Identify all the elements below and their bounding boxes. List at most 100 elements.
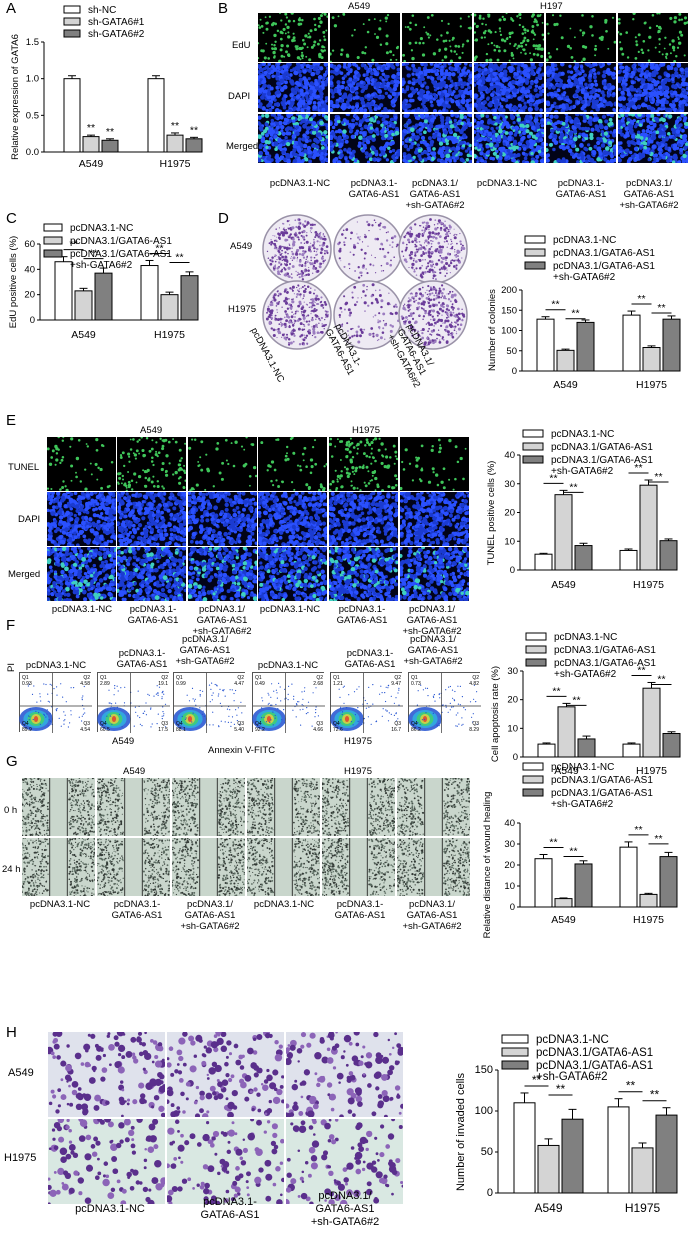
y-tick-label: 20 <box>504 508 515 519</box>
quadrant-label: 16.7 <box>391 727 401 733</box>
significance-marker: ** <box>106 126 114 138</box>
bar <box>74 290 93 321</box>
y-tick-label: 50 <box>506 346 517 357</box>
significance-marker: ** <box>572 694 580 706</box>
significance-marker: ** <box>89 248 97 260</box>
wound-image <box>247 838 320 896</box>
panel-e-line-h1975: H1975 <box>352 425 380 436</box>
merged-image <box>258 114 328 163</box>
significance-marker: ** <box>569 846 577 858</box>
category-label: H1975 <box>625 1201 661 1215</box>
y-tick-label: 30 <box>507 666 518 677</box>
legend-label: pcDNA3.1/GATA6-AS1 <box>551 455 653 466</box>
y-tick-label: 10 <box>504 881 515 892</box>
bar <box>94 272 113 321</box>
legend-label: +sh-GATA6#2 <box>553 272 616 283</box>
significance-marker: ** <box>637 664 645 676</box>
legend-label: pcDNA3.1-NC <box>551 762 614 773</box>
label-line: GATA6-AS1 <box>200 1209 260 1221</box>
legend-label: sh-GATA6#2 <box>88 29 145 40</box>
category-label: A549 <box>534 1201 562 1215</box>
label-line: GATA6-AS1 <box>315 1203 375 1215</box>
dapi-image <box>47 492 116 546</box>
quadrant-label: Q1 <box>255 675 262 681</box>
legend-swatch <box>525 632 547 641</box>
label-line: +sh-GATA6#2 <box>405 200 465 211</box>
panel-label-b: B <box>218 0 229 17</box>
panel-e-group-nc-1: pcDNA3.1-NC <box>51 604 113 615</box>
panel-label-e: E <box>6 412 17 429</box>
legend-swatch <box>43 249 63 258</box>
panel-g-group-as1-1: pcDNA3.1- GATA6-AS1 <box>97 899 177 921</box>
legend-label: pcDNA3.1/GATA6-AS1 <box>70 249 172 260</box>
panel-label-g: G <box>6 753 18 770</box>
category-label: H1975 <box>160 158 191 170</box>
row-label-0h: 0 h <box>4 805 18 816</box>
significance-marker: ** <box>637 293 645 305</box>
bar <box>537 743 556 758</box>
legend-swatch <box>525 658 547 667</box>
label-line: +sh-GATA6#2 <box>180 921 240 932</box>
legend-swatch <box>63 29 81 38</box>
bar <box>659 540 678 571</box>
dapi-image <box>618 63 688 112</box>
bar <box>556 349 575 372</box>
quadrant-label: 86.2 <box>411 727 421 733</box>
label-line: pcDNA3.1- <box>338 604 386 615</box>
quadrant-label: Q3 <box>161 721 168 727</box>
invasion-image <box>167 1032 284 1117</box>
y-tick-label: 10 <box>507 723 518 734</box>
label-line: GATA6-AS1 <box>407 645 459 656</box>
label-line: +sh-GATA6#2 <box>310 1216 380 1228</box>
quadrant-label: Q4 <box>411 721 418 727</box>
legend-label: pcDNA3.1/GATA6-AS1 <box>551 788 653 799</box>
legend-label: +sh-GATA6#2 <box>551 799 614 810</box>
quadrant-label: 92.2 <box>255 727 265 733</box>
bar <box>534 553 553 571</box>
quadrant-label: 60.5 <box>100 727 110 733</box>
quadrant-label: 89.9 <box>22 727 32 733</box>
invasion2-image <box>286 1119 403 1204</box>
label-line: pcDNA3.1/ <box>318 1190 372 1202</box>
y-tick-label: 20 <box>504 860 515 871</box>
bar <box>534 858 553 908</box>
dapi-image <box>258 63 328 112</box>
quadrant-label: 0.73 <box>411 681 421 687</box>
category-label: A549 <box>71 329 96 341</box>
quadrant-label: Q3 <box>316 721 323 727</box>
bar <box>574 545 593 571</box>
category-label: A549 <box>553 379 578 391</box>
significance-marker: ** <box>654 471 662 483</box>
bar <box>662 732 681 758</box>
label-line: +sh-GATA6#2 <box>403 656 463 667</box>
category-label: A549 <box>554 765 579 777</box>
quadrant-label: Q2 <box>394 675 401 681</box>
y-tick-label: 1.5 <box>26 37 39 48</box>
quadrant-label: Q2 <box>237 675 244 681</box>
significance-marker: ** <box>175 251 183 263</box>
label-line: pcDNA3.1/ <box>626 178 672 189</box>
row-label-merged: Merged <box>226 141 259 152</box>
panel-h-row-a549: A549 <box>8 1067 34 1079</box>
significance-marker: ** <box>634 462 642 474</box>
tunel-image <box>329 437 398 491</box>
label-line: pcDNA3.1/ <box>187 899 233 910</box>
y-tick-label: 1.0 <box>26 74 39 85</box>
bar <box>140 265 159 321</box>
legend-label: pcDNA3.1/GATA6-AS1 <box>551 442 653 453</box>
panel-f-group-as1-1: pcDNA3.1- GATA6-AS1 <box>102 648 182 670</box>
label-line: GATA6-AS1 <box>406 615 458 626</box>
panel-g-group-as1-2: pcDNA3.1- GATA6-AS1 <box>320 899 400 921</box>
y-tick-label: 0 <box>487 1187 493 1199</box>
category-label: A549 <box>79 158 104 170</box>
y-tick-label: 0.0 <box>26 147 39 158</box>
bar <box>554 494 573 571</box>
bar <box>537 1144 560 1194</box>
merged-image <box>618 114 688 163</box>
panel-f-group-combo-1: pcDNA3.1/GATA6-AS1 +sh-GATA6#2 <box>165 634 245 667</box>
dapi-image <box>400 492 469 546</box>
significance-marker: ** <box>190 124 198 136</box>
tunel-image <box>258 437 327 491</box>
label-line: pcDNA3.1/ <box>412 178 458 189</box>
flow-plot: Q1 2.89 Q2 19.1 Q4 60.5 Q3 17.5 <box>97 672 170 733</box>
